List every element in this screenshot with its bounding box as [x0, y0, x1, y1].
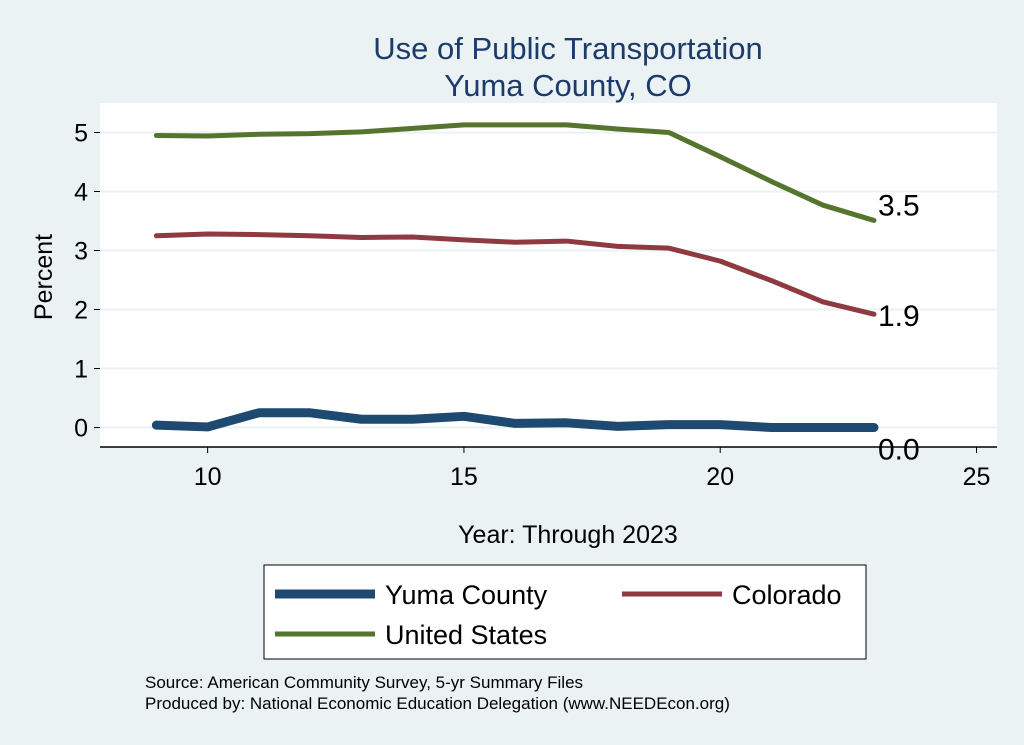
- legend-label: United States: [385, 620, 547, 650]
- produced-note: Produced by: National Economic Education…: [145, 694, 730, 713]
- y-tick-label: 1: [74, 356, 88, 384]
- series-line-yuma-county: [151, 408, 879, 433]
- series-line-colorado: [153, 231, 877, 317]
- x-axis-label: Year: Through 2023: [458, 521, 678, 549]
- chart-title-line1: Use of Public Transportation: [373, 31, 762, 66]
- x-tick-label: 25: [963, 463, 991, 491]
- plot-area: [100, 103, 997, 447]
- x-tick-label: 10: [194, 463, 222, 491]
- x-tick-label: 15: [450, 463, 478, 491]
- end-label: 0.0: [878, 434, 920, 467]
- legend-label: Yuma County: [385, 580, 548, 610]
- y-tick-label: 3: [74, 238, 88, 266]
- x-tick-label: 20: [706, 463, 734, 491]
- source-note: Source: American Community Survey, 5-yr …: [145, 673, 583, 692]
- y-tick-label: 4: [74, 179, 88, 207]
- y-tick-label: 5: [74, 120, 88, 148]
- y-tick-label: 2: [74, 297, 88, 325]
- legend-box: [263, 564, 867, 660]
- chart-title-line2: Yuma County, CO: [444, 68, 692, 103]
- y-tick-label: 0: [74, 415, 88, 443]
- end-label: 1.9: [878, 300, 920, 333]
- legend-label: Colorado: [732, 580, 842, 610]
- end-label: 3.5: [878, 189, 920, 222]
- series-line-united-states: [153, 122, 877, 223]
- y-axis-label: Percent: [30, 234, 58, 320]
